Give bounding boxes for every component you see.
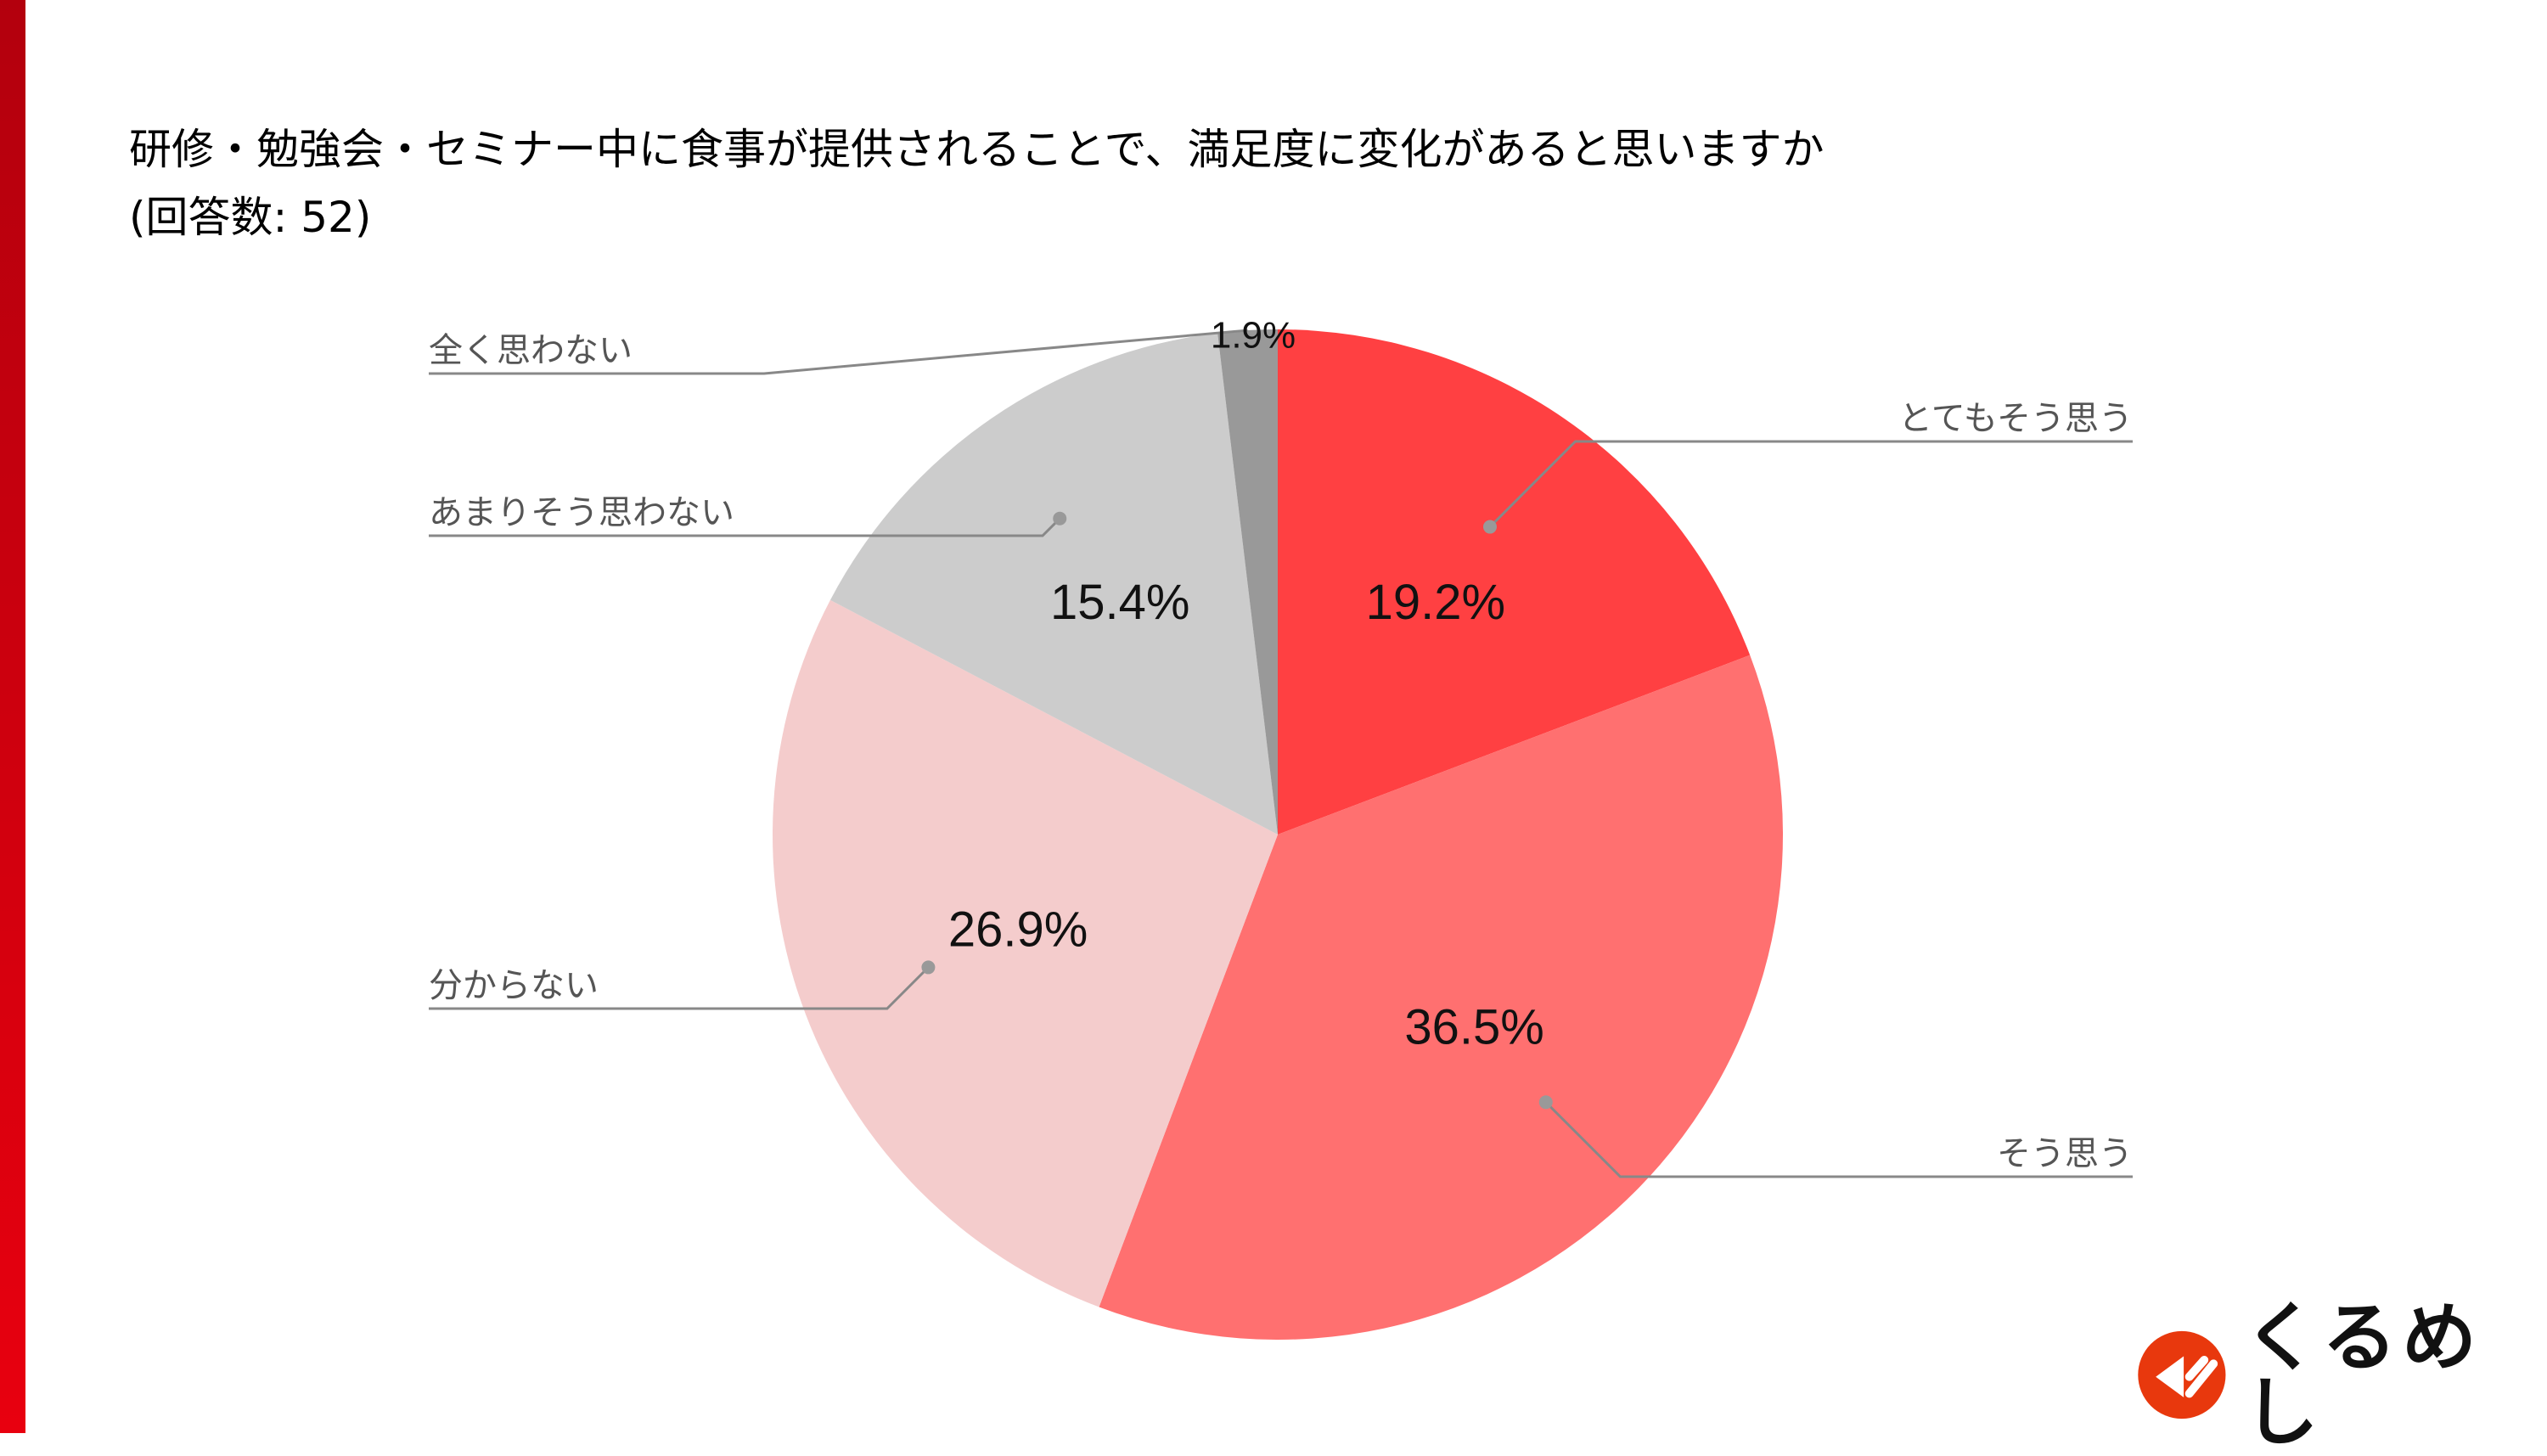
leader-line — [429, 329, 1248, 375]
chart-title-text: 研修・勉強会・セミナー中に食事が提供されることで、満足度に変化があると思いますか — [129, 125, 1825, 174]
logo-mark-icon — [2138, 1330, 2226, 1419]
leader-dot — [921, 960, 936, 975]
leader-line — [1488, 440, 2133, 528]
logo-text: くるめし — [2243, 1293, 2482, 1456]
chart-subtitle: (回答数: 52) — [129, 193, 372, 242]
pie-slice — [829, 333, 1278, 835]
leader-line — [1544, 1101, 2133, 1178]
chart-title: 研修・勉強会・セミナー中に食事が提供されることで、満足度に変化があると思いますか… — [129, 115, 1825, 251]
slice-category-label: そう思う — [1997, 1134, 2133, 1173]
slice-category-label: とてもそう思う — [1898, 399, 2133, 438]
slice-category-label: 分からない — [429, 966, 599, 1005]
slice-percent-label: 19.2% — [1366, 575, 1505, 630]
pie-slice — [1278, 329, 1751, 835]
pie-slice — [772, 599, 1278, 1307]
leader-line — [429, 966, 930, 1010]
slice-category-label: 全く思わない — [429, 331, 633, 370]
pie-slice — [1217, 329, 1278, 835]
leader-dot — [1482, 520, 1497, 534]
kurumeshi-logo: くるめし — [2135, 1300, 2547, 1449]
slice-percent-label: 26.9% — [948, 902, 1088, 958]
slice-category-label: あまりそう思わない — [429, 493, 734, 532]
slice-percent-label: 15.4% — [1050, 575, 1189, 630]
leader-dot — [1538, 1095, 1553, 1110]
accent-bar — [0, 0, 25, 1433]
slice-percent-label: 1.9% — [1211, 315, 1296, 357]
slice-percent-label: 36.5% — [1404, 1000, 1543, 1055]
leader-line — [429, 517, 1061, 537]
leader-dot — [1053, 511, 1067, 526]
